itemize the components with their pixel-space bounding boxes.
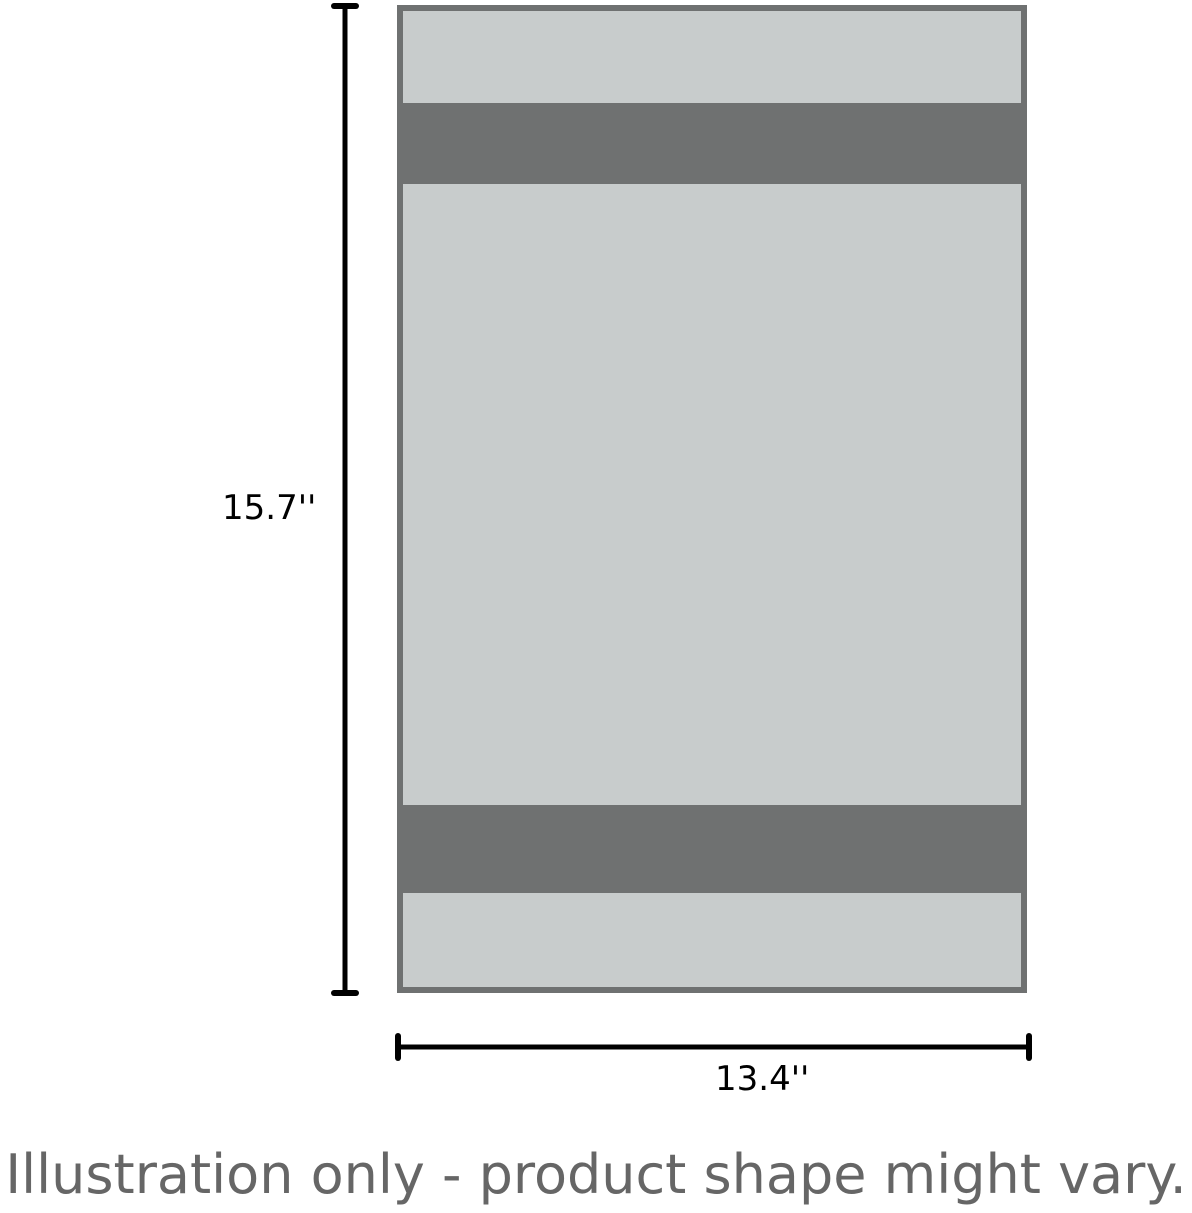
height-dimension-line [331,3,359,996]
width-label: 13.4'' [715,1059,810,1099]
bottom-band [397,805,1027,893]
width-dimension-line [395,1033,1032,1061]
top-band [397,103,1027,184]
height-label: 15.7'' [222,488,317,528]
disclaimer-caption: Illustration only - product shape might … [5,1143,1187,1206]
